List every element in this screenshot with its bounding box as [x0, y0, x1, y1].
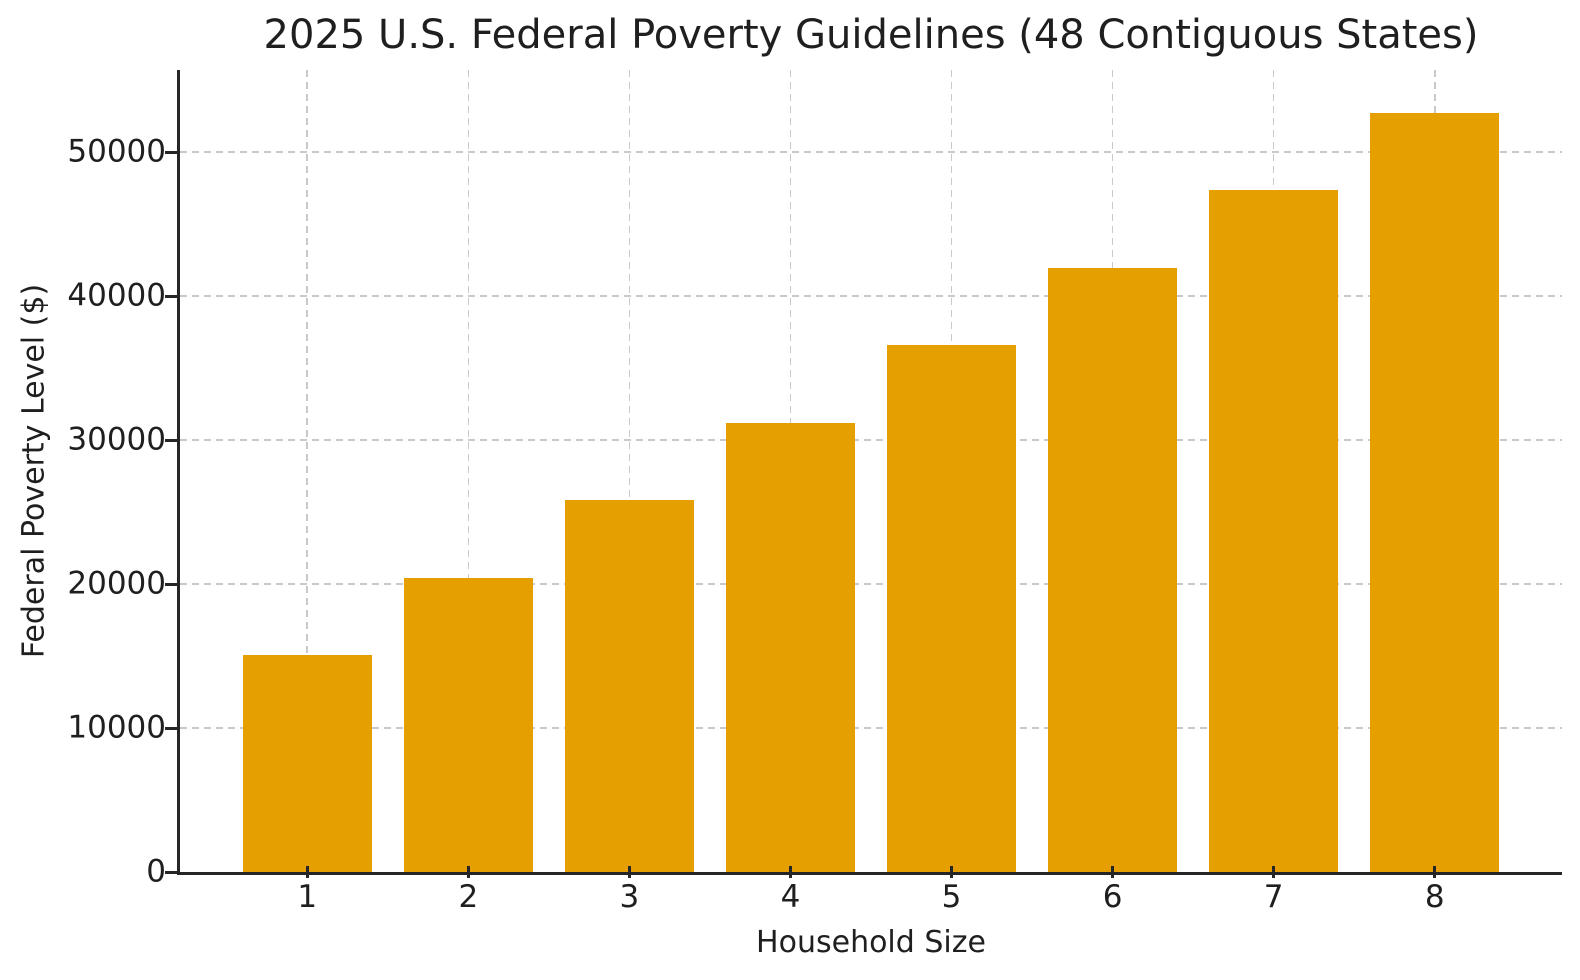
y-tick: [165, 582, 177, 586]
plot-area: [177, 70, 1562, 875]
x-tick: [788, 866, 792, 878]
bar-layer: [180, 70, 1562, 872]
h-gridline: [180, 583, 1562, 585]
x-tick: [627, 866, 631, 878]
v-gridline: [306, 70, 309, 872]
h-gridline: [180, 727, 1562, 729]
x-tick-label: 5: [941, 879, 962, 915]
x-tick: [950, 866, 954, 878]
y-tick-label: 20000: [67, 565, 166, 602]
y-tick-label: 40000: [67, 277, 166, 314]
x-tick-label: 8: [1424, 879, 1445, 915]
bar: [726, 422, 855, 872]
bar: [242, 655, 372, 872]
v-gridline: [628, 70, 631, 872]
x-tick: [466, 866, 470, 878]
x-tick: [305, 866, 309, 878]
chart-title: 2025 U.S. Federal Poverty Guidelines (48…: [263, 12, 1479, 58]
x-tick: [1433, 866, 1437, 878]
y-tick-label: 10000: [67, 709, 166, 746]
bar: [887, 345, 1016, 872]
x-tick-label: 4: [780, 879, 801, 915]
bar: [1370, 112, 1500, 872]
x-axis-title: Household Size: [756, 925, 986, 960]
x-tick-label: 6: [1102, 879, 1123, 915]
bar: [1209, 190, 1339, 872]
x-tick-label: 3: [619, 879, 640, 915]
x-tick: [1272, 866, 1276, 878]
y-axis-title: Federal Poverty Level ($): [16, 283, 52, 659]
x-tick-label: 7: [1263, 879, 1284, 915]
h-gridline: [180, 151, 1562, 153]
y-tick: [165, 726, 177, 730]
bar: [403, 577, 533, 872]
x-tick: [1111, 866, 1115, 878]
y-tick: [165, 150, 177, 154]
x-tick-label: 2: [458, 879, 479, 915]
y-tick-label: 30000: [67, 421, 166, 458]
y-tick: [165, 870, 177, 874]
h-gridline: [180, 295, 1562, 297]
bar: [564, 500, 694, 872]
v-gridline: [467, 70, 470, 872]
y-tick-label: 50000: [67, 133, 166, 170]
y-tick: [165, 294, 177, 298]
h-gridline: [180, 439, 1562, 441]
x-tick-label: 1: [297, 879, 318, 915]
bar: [1048, 267, 1178, 872]
y-tick: [165, 438, 177, 442]
y-tick-label: 0: [146, 853, 166, 890]
